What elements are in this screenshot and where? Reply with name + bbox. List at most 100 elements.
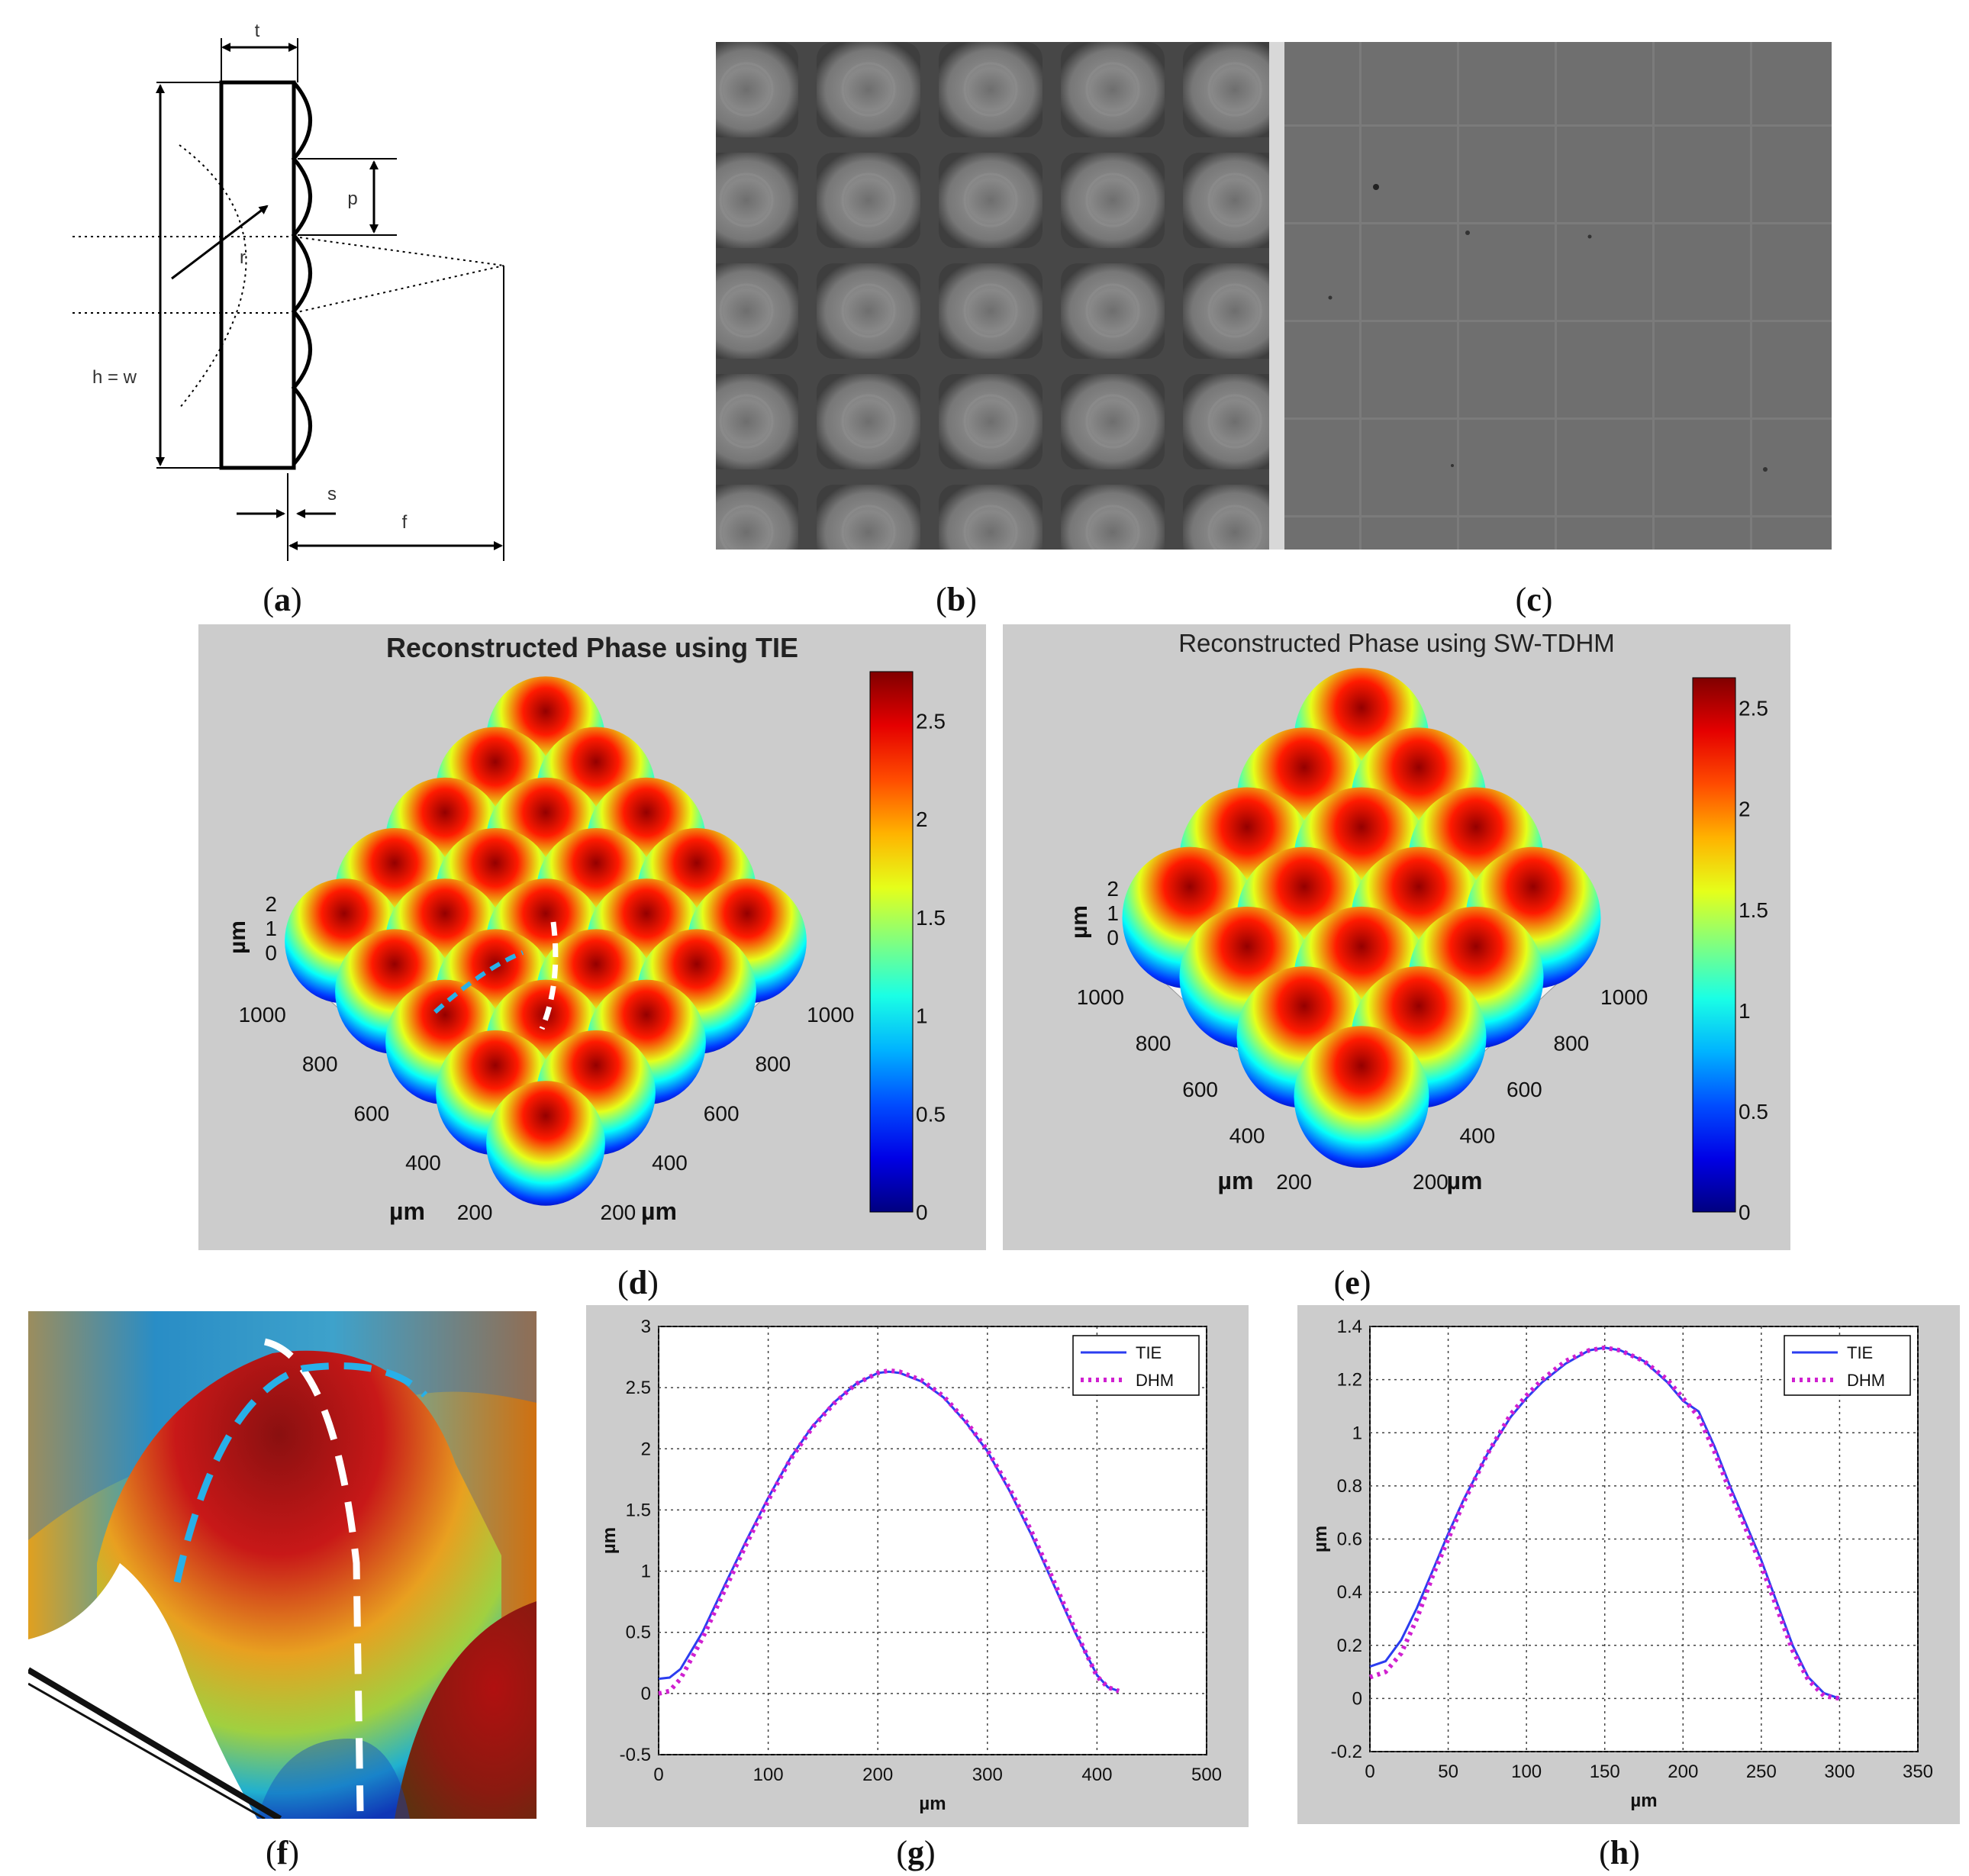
colorbar-tick-label: 0.5 bbox=[916, 1102, 946, 1126]
colorbar-tick-label: 2 bbox=[916, 807, 928, 831]
legend-box bbox=[1072, 1335, 1200, 1396]
x-tick-label: 400 bbox=[405, 1151, 441, 1175]
y-tick-label: 1 bbox=[641, 1562, 651, 1582]
caption-h: (h) bbox=[1599, 1834, 1640, 1871]
x-axis-label: µm bbox=[919, 1794, 946, 1814]
z-tick-label: 2 bbox=[265, 892, 277, 916]
x-tick-label: 800 bbox=[302, 1052, 338, 1076]
label-s: s bbox=[327, 484, 337, 504]
panel-divider bbox=[1269, 42, 1284, 550]
x-tick-label: 200 bbox=[1276, 1170, 1312, 1194]
y-tick-label: 0.2 bbox=[1337, 1636, 1362, 1656]
x-axis-label: µm bbox=[1218, 1167, 1254, 1194]
panel-e-plot: Reconstructed Phase using SW-TDHM 0 0.5 1 1… bbox=[1003, 624, 1790, 1250]
x-tick-label: 600 bbox=[1182, 1078, 1218, 1101]
panel-b-image bbox=[716, 42, 1279, 550]
caption-g: (g) bbox=[896, 1834, 936, 1871]
panel-d-surface: 00.511.522.5012µm20040060080010002004006… bbox=[225, 671, 946, 1225]
colorbar-tick-label: 1.5 bbox=[916, 906, 946, 930]
x-axis-label: µm bbox=[1630, 1791, 1657, 1811]
y-axis-label: µm bbox=[1447, 1167, 1483, 1194]
series-line-tie bbox=[1369, 1346, 1840, 1700]
surface-dome bbox=[486, 1081, 605, 1206]
y-tick-label: 600 bbox=[1507, 1078, 1542, 1101]
plot-area bbox=[1369, 1326, 1919, 1752]
colorbar-tick-label: 1.5 bbox=[1739, 898, 1768, 922]
y-tick-label: 0.8 bbox=[1337, 1476, 1362, 1497]
y-tick-label: -0.2 bbox=[1331, 1742, 1362, 1762]
colorbar-tick-label: 0.5 bbox=[1739, 1100, 1768, 1123]
y-axis-label: µm bbox=[1310, 1526, 1331, 1552]
y-tick-label: 1000 bbox=[807, 1003, 854, 1027]
caption-d: (d) bbox=[617, 1264, 659, 1301]
legend-box bbox=[1784, 1335, 1911, 1396]
y-tick-label: 2 bbox=[641, 1439, 651, 1459]
x-tick-label: 800 bbox=[1136, 1032, 1171, 1056]
y-tick-label: 3 bbox=[641, 1317, 651, 1337]
colorbar-tick-label: 2.5 bbox=[916, 709, 946, 733]
x-tick-label: 50 bbox=[1438, 1762, 1458, 1782]
legend-label-dhm: DHM bbox=[1847, 1371, 1885, 1390]
y-tick-label: 800 bbox=[755, 1052, 791, 1076]
colorbar-tick-label: 0 bbox=[916, 1201, 928, 1224]
label-t: t bbox=[255, 21, 260, 41]
y-tick-label: 200 bbox=[1413, 1170, 1449, 1194]
x-tick-label: 200 bbox=[457, 1201, 493, 1224]
x-tick-label: 400 bbox=[1229, 1124, 1265, 1148]
x-tick-label: 200 bbox=[862, 1765, 893, 1785]
substrate-block bbox=[219, 80, 296, 470]
panel-f-zoom bbox=[28, 1311, 537, 1819]
series-line-dhm bbox=[1369, 1345, 1840, 1701]
y-tick-label: 800 bbox=[1554, 1032, 1590, 1056]
label-r: r bbox=[240, 247, 246, 268]
y-tick-label: 0 bbox=[641, 1684, 651, 1704]
x-axis-label: µm bbox=[389, 1197, 425, 1225]
y-tick-label: 1 bbox=[1352, 1423, 1362, 1443]
y-tick-label: 0.5 bbox=[626, 1623, 651, 1643]
caption-a: (a) bbox=[263, 581, 302, 618]
y-tick-label: 400 bbox=[1460, 1124, 1496, 1148]
legend-label-dhm: DHM bbox=[1136, 1371, 1174, 1390]
legend-label-tie: TIE bbox=[1847, 1343, 1873, 1362]
panel-g-plot: 0 100 200 300 400 500 -0.5 0 0.5 1 1.5 2 2.5 3 µm µm TIE… bbox=[586, 1305, 1249, 1827]
z-axis-label: µm bbox=[225, 920, 250, 954]
colorbar bbox=[869, 671, 914, 1213]
z-axis-label: µm bbox=[1067, 905, 1092, 939]
colorbar-tick-label: 2.5 bbox=[1739, 697, 1768, 720]
x-tick-label: 500 bbox=[1191, 1765, 1222, 1785]
label-f: f bbox=[402, 512, 408, 533]
lenslet-profile bbox=[291, 81, 312, 466]
x-tick-label: 250 bbox=[1746, 1762, 1777, 1782]
x-tick-label: 0 bbox=[653, 1765, 663, 1785]
surface-dome bbox=[1294, 1026, 1429, 1168]
z-tick-label: 0 bbox=[265, 941, 277, 965]
panel-g-chart: 0 100 200 300 400 500-0.500.511.522.53µmµmTIE… bbox=[599, 1317, 1222, 1814]
y-tick-label: -0.5 bbox=[620, 1745, 651, 1765]
y-tick-label: 200 bbox=[601, 1201, 636, 1224]
legend-label-tie: TIE bbox=[1136, 1343, 1162, 1362]
colorbar bbox=[1692, 677, 1736, 1213]
x-tick-label: 200 bbox=[1668, 1762, 1698, 1782]
label-hw: h = w bbox=[92, 367, 137, 388]
panel-e-title: Reconstructed Phase using SW-TDHM bbox=[1178, 629, 1615, 657]
plot-area bbox=[658, 1326, 1207, 1755]
z-tick-label: 1 bbox=[265, 917, 277, 940]
caption-f: (f) bbox=[266, 1834, 299, 1871]
y-tick-label: 2.5 bbox=[626, 1378, 651, 1398]
colorbar-tick-label: 1 bbox=[1739, 999, 1751, 1023]
panel-d-plot: Reconstructed Phase using TIE 0 0.5 1 1.5 2 2… bbox=[198, 624, 986, 1250]
y-axis-label: µm bbox=[641, 1197, 677, 1225]
x-tick-label: 300 bbox=[972, 1765, 1003, 1785]
label-p: p bbox=[347, 189, 357, 209]
y-tick-label: 1.4 bbox=[1337, 1317, 1362, 1337]
caption-b: (b) bbox=[936, 581, 977, 618]
radius-arc bbox=[179, 144, 247, 409]
y-tick-label: 600 bbox=[704, 1101, 740, 1125]
panel-h-plot: 0 50 100 150 200 250 300 350 -0.2 0 0.2 0.4 0.6 0.8 1 1… bbox=[1297, 1305, 1960, 1824]
x-tick-label: 1000 bbox=[239, 1003, 286, 1027]
colorbar-tick-label: 1 bbox=[916, 1004, 928, 1028]
y-tick-label: 1.5 bbox=[626, 1500, 651, 1520]
y-tick-label: 0.6 bbox=[1337, 1529, 1362, 1550]
profile-line-white bbox=[539, 921, 559, 1030]
panel-a-schematic: t p r h = w s f bbox=[73, 21, 504, 561]
